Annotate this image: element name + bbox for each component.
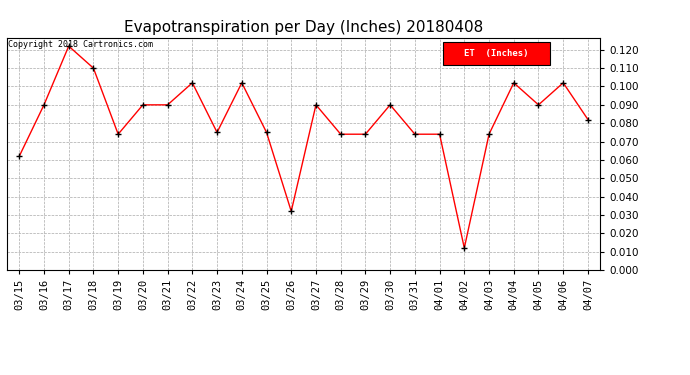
FancyBboxPatch shape — [443, 42, 550, 65]
Title: Evapotranspiration per Day (Inches) 20180408: Evapotranspiration per Day (Inches) 2018… — [124, 20, 483, 35]
Text: Copyright 2018 Cartronics.com: Copyright 2018 Cartronics.com — [8, 40, 153, 49]
Text: ET  (Inches): ET (Inches) — [464, 49, 529, 58]
